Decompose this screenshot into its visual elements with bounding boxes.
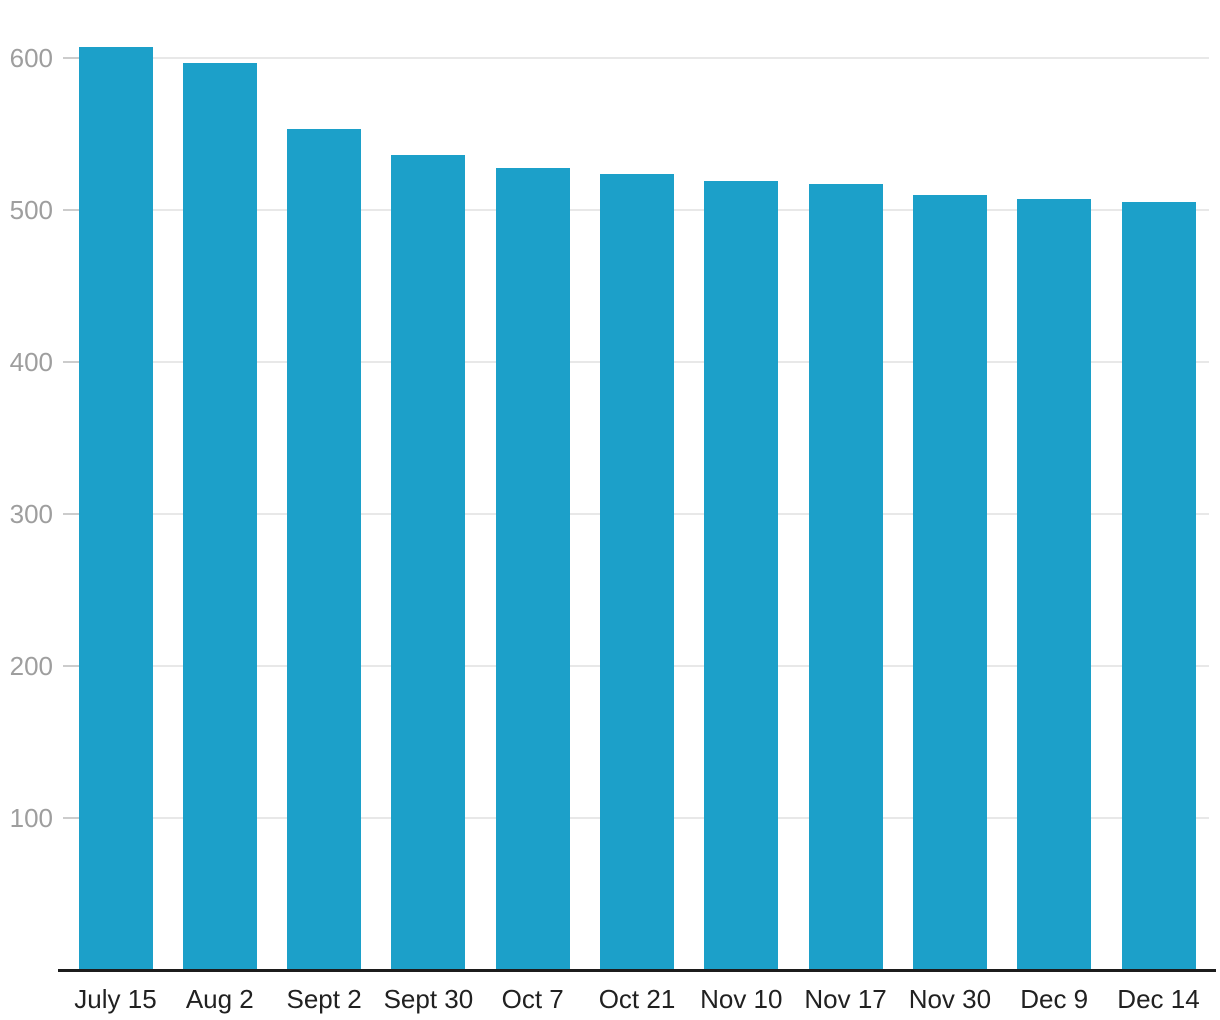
y-axis-tick	[63, 665, 79, 668]
x-axis-tick-label: Dec 14	[1117, 984, 1200, 1014]
y-axis-tick	[63, 513, 79, 516]
gridline	[63, 57, 1209, 60]
y-axis-tick-label: 100	[9, 803, 53, 834]
x-axis-tick-label: Oct 7	[501, 984, 564, 1014]
x-axis-tick-label: Aug 2	[185, 984, 254, 1014]
bar-nov-10	[704, 181, 779, 971]
x-axis-tick-label: Sept 30	[383, 984, 474, 1014]
y-axis-tick-label: 200	[9, 651, 53, 682]
bar-oct-21	[600, 173, 674, 971]
bar-nov-17	[808, 184, 883, 971]
bar-sept-2	[287, 129, 362, 971]
y-axis-tick-label: 500	[9, 195, 53, 226]
y-axis-tick	[63, 209, 79, 212]
x-axis-tick-label: Oct 21	[598, 984, 676, 1014]
y-axis-tick	[63, 361, 79, 364]
x-axis-tick-label: Nov 30	[908, 984, 992, 1014]
bar-oct-7	[495, 167, 570, 971]
y-axis-tick-label: 300	[9, 499, 53, 530]
x-axis-tick-label: July 15	[74, 984, 157, 1014]
y-axis-tick-label: 600	[9, 43, 53, 74]
bar-dec-9	[1017, 199, 1092, 971]
x-axis-tick-label: Nov 10	[700, 984, 783, 1014]
bar-aug-2	[182, 62, 257, 971]
x-axis-line	[58, 969, 1216, 972]
bar-dec-14	[1121, 202, 1196, 971]
bar-sept-30	[391, 155, 466, 971]
x-axis-tick-label: Dec 9	[1020, 984, 1089, 1014]
x-axis-tick-label: Nov 17	[804, 984, 887, 1014]
y-axis-tick	[63, 817, 79, 820]
bar-july-15	[78, 47, 153, 971]
bar-nov-30	[912, 194, 987, 971]
y-axis-tick-label: 400	[9, 347, 53, 378]
x-axis-tick-label: Sept 2	[286, 984, 362, 1014]
y-axis-tick	[63, 57, 79, 60]
